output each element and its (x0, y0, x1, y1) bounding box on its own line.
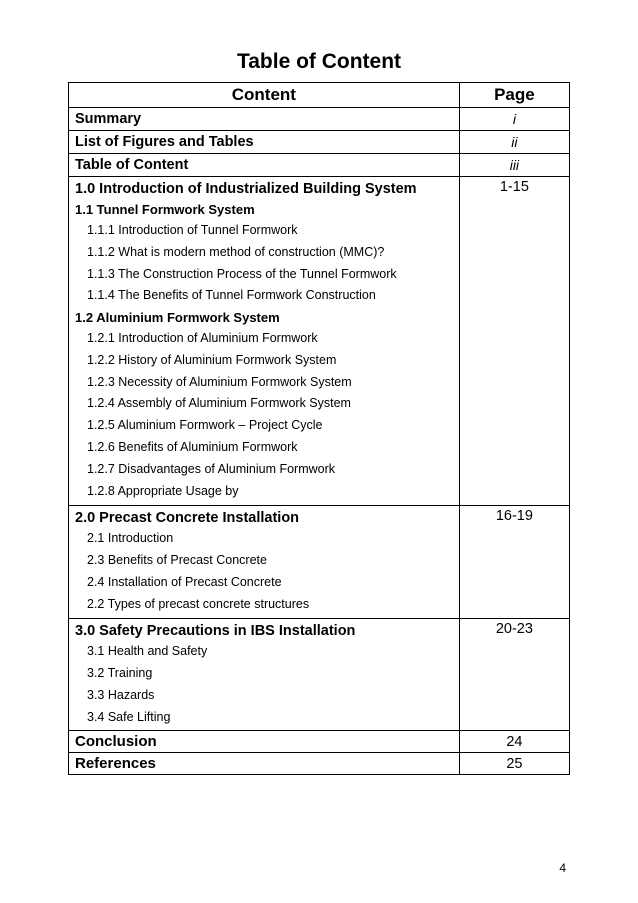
section-heading-2: 1.1 Tunnel Formwork System (75, 200, 453, 220)
section-heading-3: 1.2.2 History of Aluminium Formwork Syst… (75, 350, 453, 372)
row-page: 25 (459, 753, 569, 775)
section-content-cell: 1.0 Introduction of Industrialized Build… (69, 177, 460, 506)
section-row: 3.0 Safety Precautions in IBS Installati… (69, 618, 570, 731)
section-heading-3: 2.4 Installation of Precast Concrete (75, 572, 453, 594)
row-label: List of Figures and Tables (69, 131, 460, 154)
section-row: 1.0 Introduction of Industrialized Build… (69, 177, 570, 506)
section-heading-3: 1.2.7 Disadvantages of Aluminium Formwor… (75, 459, 453, 481)
section-content-cell: 2.0 Precast Concrete Installation 2.1 In… (69, 505, 460, 618)
section-heading-3: 1.2.3 Necessity of Aluminium Formwork Sy… (75, 372, 453, 394)
row-label: Table of Content (69, 154, 460, 177)
row-label: Conclusion (69, 731, 460, 753)
section-heading-1: 1.0 Introduction of Industrialized Build… (75, 179, 453, 199)
table-of-contents: Content Page Summary i List of Figures a… (68, 82, 570, 775)
section-heading-3: 1.2.4 Assembly of Aluminium Formwork Sys… (75, 393, 453, 415)
row-label: Summary (69, 108, 460, 131)
section-heading-3: 1.1.3 The Construction Process of the Tu… (75, 264, 453, 286)
table-row: Table of Content iii (69, 154, 570, 177)
section-heading-2: 1.2 Aluminium Formwork System (75, 308, 453, 328)
section-heading-3: 3.3 Hazards (75, 685, 453, 707)
section-page: 1-15 (459, 177, 569, 506)
section-heading-3: 1.2.5 Aluminium Formwork – Project Cycle (75, 415, 453, 437)
page-title: Table of Content (68, 50, 570, 74)
row-label: References (69, 753, 460, 775)
section-content-cell: 3.0 Safety Precautions in IBS Installati… (69, 618, 460, 731)
section-heading-1: 3.0 Safety Precautions in IBS Installati… (75, 621, 453, 641)
section-heading-3: 1.1.1 Introduction of Tunnel Formwork (75, 220, 453, 242)
table-row: Conclusion 24 (69, 731, 570, 753)
table-row: References 25 (69, 753, 570, 775)
row-page: iii (459, 154, 569, 177)
section-heading-3: 1.2.1 Introduction of Aluminium Formwork (75, 328, 453, 350)
section-heading-3: 2.2 Types of precast concrete structures (75, 594, 453, 616)
content-header: Content (69, 83, 460, 108)
page-header: Page (459, 83, 569, 108)
section-page: 16-19 (459, 505, 569, 618)
page-number: 4 (559, 861, 566, 875)
section-page: 20-23 (459, 618, 569, 731)
section-heading-3: 3.1 Health and Safety (75, 641, 453, 663)
section-heading-3: 2.3 Benefits of Precast Concrete (75, 550, 453, 572)
table-row: List of Figures and Tables ii (69, 131, 570, 154)
section-row: 2.0 Precast Concrete Installation 2.1 In… (69, 505, 570, 618)
row-page: ii (459, 131, 569, 154)
table-row: Summary i (69, 108, 570, 131)
section-heading-3: 1.1.4 The Benefits of Tunnel Formwork Co… (75, 285, 453, 307)
table-header-row: Content Page (69, 83, 570, 108)
section-heading-3: 1.2.8 Appropriate Usage by (75, 481, 453, 503)
row-page: i (459, 108, 569, 131)
document-page: Table of Content Content Page Summary i … (0, 0, 638, 903)
section-heading-3: 2.1 Introduction (75, 528, 453, 550)
section-heading-1: 2.0 Precast Concrete Installation (75, 508, 453, 528)
section-heading-3: 1.2.6 Benefits of Aluminium Formwork (75, 437, 453, 459)
row-page: 24 (459, 731, 569, 753)
section-heading-3: 1.1.2 What is modern method of construct… (75, 242, 453, 264)
section-heading-3: 3.2 Training (75, 663, 453, 685)
section-heading-3: 3.4 Safe Lifting (75, 707, 453, 729)
